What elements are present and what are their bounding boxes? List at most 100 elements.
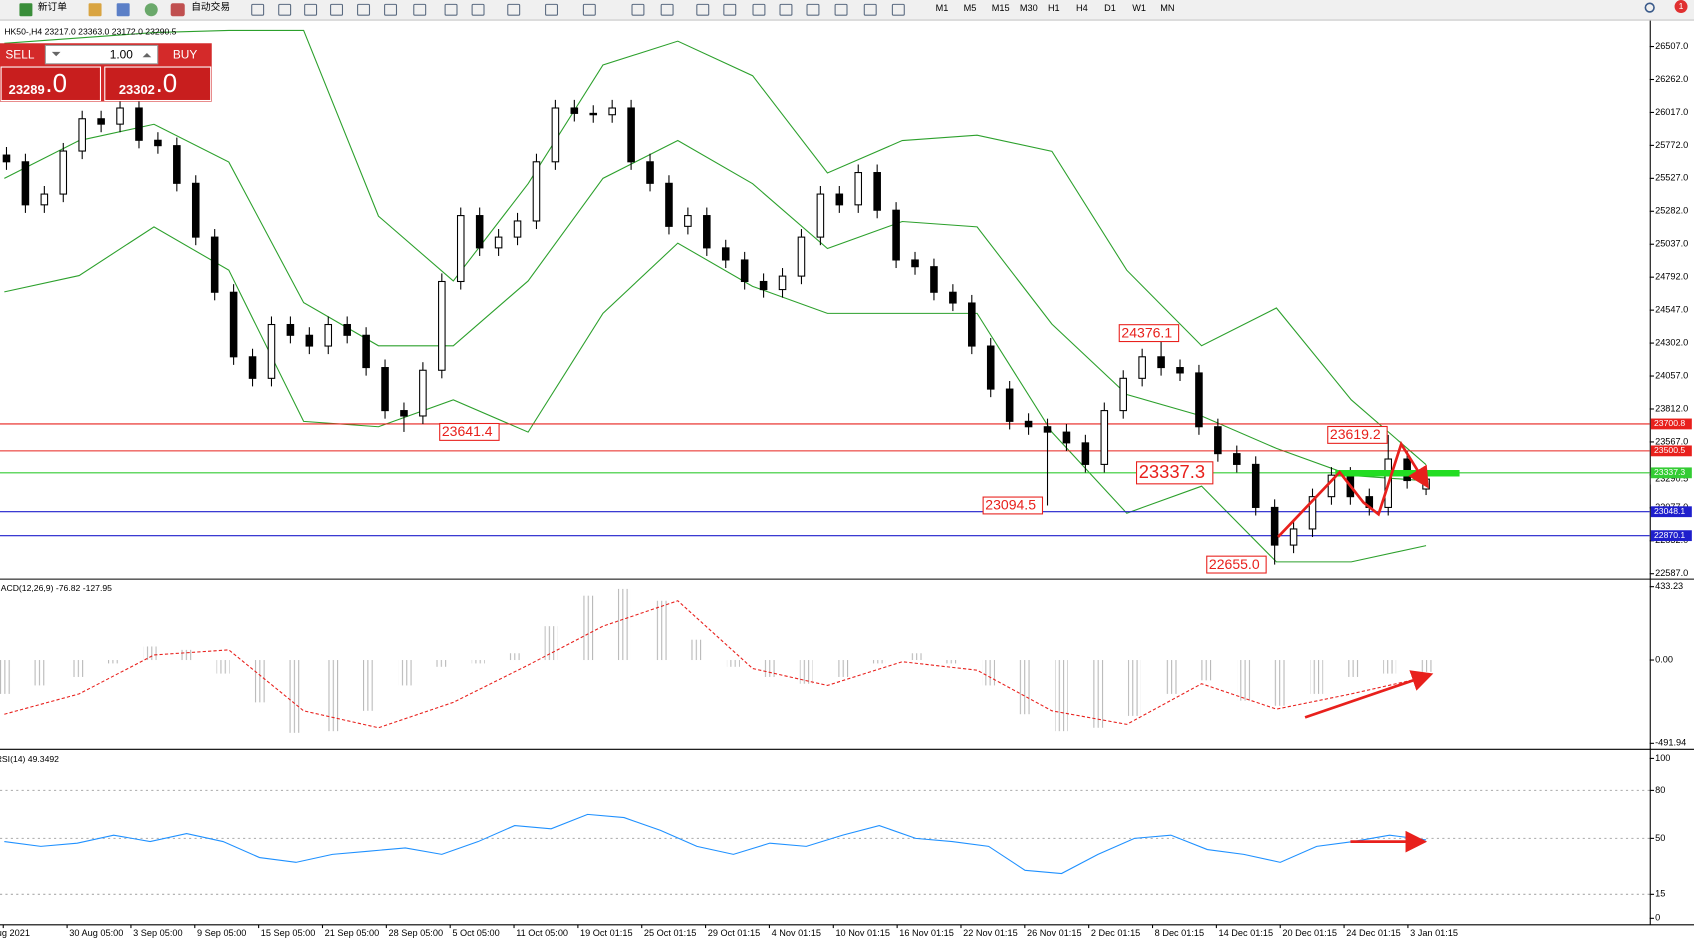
toolbar-icon[interactable] — [582, 3, 596, 16]
macd-bar — [362, 660, 376, 711]
candle-body — [438, 280, 446, 371]
candle-body — [816, 193, 825, 238]
candle-body — [2, 154, 11, 163]
toolbar-icon[interactable] — [304, 3, 318, 16]
toolbar-icon[interactable] — [330, 3, 344, 16]
search-icon[interactable] — [1644, 2, 1655, 13]
candle-body — [229, 291, 238, 358]
candle-body — [362, 334, 370, 369]
toolbar-icon[interactable] — [507, 3, 521, 16]
macd-bar — [1346, 660, 1360, 677]
notification-badge[interactable] — [1674, 0, 1688, 14]
y-tick-label: 24547.0 — [1655, 305, 1688, 315]
toolbar-icon[interactable] — [357, 3, 371, 16]
new-order-icon[interactable] — [19, 3, 33, 17]
candle-body — [475, 215, 484, 249]
toolbar-icon[interactable] — [413, 3, 427, 16]
toolbar-icon[interactable] — [444, 3, 458, 16]
y-tick-label: -491.94 — [1655, 738, 1686, 748]
sell-price-button[interactable] — [0, 66, 102, 102]
sell-button[interactable] — [0, 44, 44, 66]
auto-trading-icon[interactable] — [170, 3, 185, 17]
macd-bar — [435, 660, 449, 667]
level-label-box — [1650, 467, 1692, 479]
level-label: 23048.1 — [1654, 506, 1685, 516]
toolbar-icon[interactable] — [863, 3, 877, 16]
symbol-info: HK50-,H4 23217.0 23363.0 23172.0 23290.5 — [4, 27, 176, 37]
auto-trading-button[interactable]: 自动交易 — [191, 0, 230, 13]
toolbar-icon[interactable] — [891, 3, 905, 16]
timeframe-group: M1 M5 M15 M30 H1 H4 D1 W1 MN — [936, 3, 1175, 13]
macd-bar — [1310, 660, 1324, 694]
toolbar-icon[interactable] — [631, 3, 645, 16]
toolbar-icon[interactable] — [779, 3, 793, 16]
macd-bar — [289, 660, 303, 733]
y-tick-label: 80 — [1655, 785, 1665, 795]
buy-price-button[interactable] — [104, 66, 212, 102]
price-annotation-box — [982, 496, 1044, 515]
x-tick-label: 4 Nov 01:15 — [772, 928, 821, 938]
toolbar-icon[interactable] — [251, 3, 265, 16]
candle-body — [513, 220, 522, 238]
candle-body — [324, 323, 333, 347]
candle-body — [1270, 506, 1279, 546]
candle-body — [1100, 410, 1109, 465]
timeframe-button[interactable]: M30 — [1020, 3, 1038, 13]
macd-bar — [544, 626, 558, 661]
macd-bar — [0, 660, 11, 694]
macd-bar — [1383, 660, 1397, 674]
toolbar-icon[interactable] — [834, 3, 848, 16]
bollinger-middle — [4, 123, 1427, 482]
timeframe-button[interactable]: H1 — [1048, 3, 1060, 13]
toolbar-icon[interactable] — [471, 3, 485, 16]
lot-decrease[interactable] — [51, 51, 61, 57]
macd-bar — [909, 653, 923, 661]
timeframe-button[interactable]: M1 — [936, 3, 949, 13]
macd-bar — [143, 646, 157, 661]
ask-price: 23302 — [119, 82, 155, 97]
timeframe-button[interactable]: W1 — [1132, 3, 1146, 13]
candle-body — [627, 107, 635, 163]
lot-increase[interactable] — [142, 52, 152, 58]
sell-label: SELL — [5, 47, 34, 61]
y-tick-label: 15 — [1655, 889, 1665, 899]
timeframe-button[interactable]: D1 — [1104, 3, 1116, 13]
candle-body — [1024, 420, 1033, 428]
candle-body — [248, 356, 257, 379]
lot-input[interactable] — [44, 44, 159, 65]
toolbar-icon[interactable] — [278, 3, 292, 16]
timeframe-button[interactable]: H4 — [1076, 3, 1088, 13]
timeframe-button[interactable]: M15 — [992, 3, 1010, 13]
candle-body — [930, 266, 938, 293]
y-tick-label: 26262.0 — [1655, 74, 1688, 84]
candle-body — [797, 236, 806, 277]
candle-body — [532, 161, 541, 222]
new-order-button[interactable]: 新订单 — [38, 0, 67, 13]
y-tick-label: 25037.0 — [1655, 239, 1688, 249]
macd-bar — [508, 653, 522, 661]
toolbar-icon[interactable] — [806, 3, 820, 16]
candle-body — [1233, 453, 1241, 465]
x-tick-label: 26 Aug 2021 — [0, 928, 30, 938]
toolbar-icon[interactable] — [660, 3, 674, 16]
timeframe-button[interactable]: M5 — [964, 3, 977, 13]
toolbar-icon[interactable] — [752, 3, 766, 16]
macd-bar — [726, 660, 740, 667]
candle-body — [949, 291, 957, 304]
toolbar-icon[interactable] — [384, 3, 398, 16]
toolbar-icon[interactable] — [116, 3, 130, 17]
toolbar-icon[interactable] — [545, 3, 559, 16]
candle-body — [854, 172, 863, 206]
panel-frames — [0, 20, 1694, 926]
x-tick-label: 11 Oct 05:00 — [516, 928, 568, 938]
toolbar-icon[interactable] — [144, 3, 158, 17]
y-tick-label: 25772.0 — [1655, 140, 1688, 150]
macd-bar — [70, 660, 84, 677]
toolbar-icon[interactable] — [696, 3, 710, 16]
toolbar-icon[interactable] — [723, 3, 737, 16]
macd-bar — [617, 588, 631, 661]
toolbar-icon[interactable] — [88, 3, 102, 17]
timeframe-button[interactable]: MN — [1160, 3, 1174, 13]
macd-bar — [1018, 660, 1032, 715]
